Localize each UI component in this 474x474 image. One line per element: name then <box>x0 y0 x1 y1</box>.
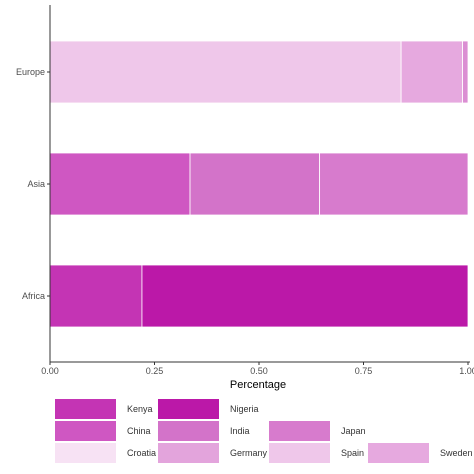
x-axis-title: Percentage <box>230 379 286 391</box>
legend-key-nigeria <box>158 399 219 419</box>
legend-key-croatia <box>55 443 116 463</box>
x-axis: 0.00 0.25 0.50 0.75 1.00 <box>41 361 474 376</box>
bar-segment-europe-spain <box>49 40 402 104</box>
legend-key-germany <box>158 443 219 463</box>
legend-label-kenya: Kenya <box>127 404 153 414</box>
legend-label-croatia: Croatia <box>127 448 156 458</box>
legend-key-china <box>55 421 116 441</box>
y-tick-label: Africa <box>22 291 45 301</box>
plot-area <box>49 40 469 328</box>
legend-label-germany: Germany <box>230 448 268 458</box>
legend-label-nigeria: Nigeria <box>230 404 259 414</box>
y-axis: Europe Asia Africa <box>16 5 51 362</box>
x-tick-label: 1.00 <box>459 366 474 376</box>
y-tick-label: Europe <box>16 67 45 77</box>
y-tick-label: Asia <box>27 179 45 189</box>
x-tick-label: 0.75 <box>355 366 373 376</box>
bar-segment-asia-china <box>49 152 191 216</box>
legend-label-spain: Spain <box>341 448 364 458</box>
bar-segment-asia-india <box>189 152 321 216</box>
bar-segment-africa-nigeria <box>141 264 469 328</box>
legend: Kenya Nigeria China India Japan Croatia German… <box>55 399 473 463</box>
legend-key-sweden <box>368 443 429 463</box>
bar-segment-europe-segment-9 <box>462 40 469 104</box>
legend-key-india <box>158 421 219 441</box>
legend-key-japan <box>269 421 330 441</box>
bar-segment-asia-japan <box>319 152 469 216</box>
legend-label-china: China <box>127 426 151 436</box>
legend-key-spain <box>269 443 330 463</box>
x-tick-label: 0.00 <box>41 366 59 376</box>
bar-segment-europe-sweden <box>400 40 463 104</box>
legend-label-india: India <box>230 426 250 436</box>
legend-key-kenya <box>55 399 116 419</box>
legend-label-sweden: Sweden <box>440 448 473 458</box>
bar-segment-africa-kenya <box>49 264 143 328</box>
x-tick-label: 0.50 <box>250 366 268 376</box>
x-tick-label: 0.25 <box>146 366 164 376</box>
legend-label-japan: Japan <box>341 426 366 436</box>
